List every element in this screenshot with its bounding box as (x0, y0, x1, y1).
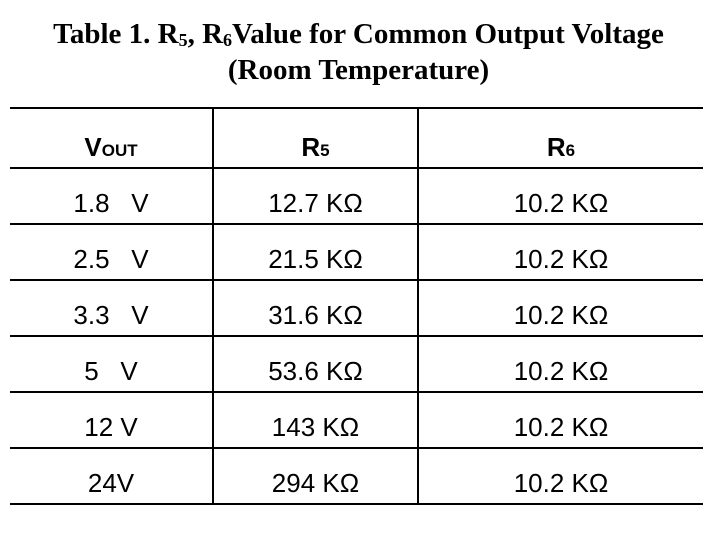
title-line-1: Table 1. R5, R6Value for Common Output V… (0, 16, 717, 58)
header-row: VOUT R5 R6 (10, 107, 703, 169)
table-cell: 1.8 V (10, 167, 213, 225)
table-cell: 21.5 KΩ (212, 223, 418, 281)
title-text: Table 1. R (53, 18, 179, 50)
table-row: 5 V 53.6 KΩ 10.2 KΩ (10, 335, 703, 393)
table-cell: 10.2 KΩ (417, 279, 703, 337)
title-subscript: 5 (178, 30, 188, 50)
table-cell: 10.2 KΩ (417, 447, 703, 505)
title-text: Value for Common Output Voltage (232, 18, 664, 50)
table-cell: 294 KΩ (212, 447, 418, 505)
table-cell: 53.6 KΩ (212, 335, 418, 393)
table: VOUT R5 R6 1.8 V 12.7 KΩ 10.2 KΩ 2.5 V 21.5 KΩ… (10, 107, 703, 505)
header-cell: VOUT (10, 107, 213, 169)
table-cell: 12 V (10, 391, 213, 449)
title-line-2: (Room Temperature) (227, 54, 490, 86)
table-row: 24V 294 KΩ 10.2 KΩ (10, 447, 703, 505)
table-cell: 10.2 KΩ (417, 391, 703, 449)
table-cell: 2.5 V (10, 223, 213, 281)
table-row: 2.5 V 21.5 KΩ 10.2 KΩ (10, 223, 703, 281)
table-cell: 24V (10, 447, 213, 505)
header-subscript: 6 (565, 141, 576, 160)
table-cell: 3.3 V (10, 279, 213, 337)
table-cell: 10.2 KΩ (417, 335, 703, 393)
table-cell: 5 V (10, 335, 213, 393)
header-subscript: OUT (101, 141, 138, 160)
title-subscript: 6 (223, 30, 233, 50)
table-row: 1.8 V 12.7 KΩ 10.2 KΩ (10, 167, 703, 225)
header-cell: R5 (212, 107, 418, 169)
table-cell: 10.2 KΩ (417, 223, 703, 281)
table-row: 3.3 V 31.6 KΩ 10.2 KΩ (10, 279, 703, 337)
table-cell: 12.7 KΩ (212, 167, 418, 225)
header-text: V (84, 132, 102, 162)
table-row: 12 V 143 KΩ 10.2 KΩ (10, 391, 703, 449)
table-cell: 10.2 KΩ (417, 167, 703, 225)
table-cell: 31.6 KΩ (212, 279, 418, 337)
table-cell: 143 KΩ (212, 391, 418, 449)
header-cell: R6 (417, 107, 703, 169)
header-text: R (546, 132, 566, 162)
title-text: , R (187, 18, 224, 50)
table-body: 1.8 V 12.7 KΩ 10.2 KΩ 2.5 V 21.5 KΩ 10.2 KΩ 3.… (10, 167, 703, 505)
header-text: R (301, 132, 321, 162)
header-subscript: 5 (320, 141, 330, 160)
